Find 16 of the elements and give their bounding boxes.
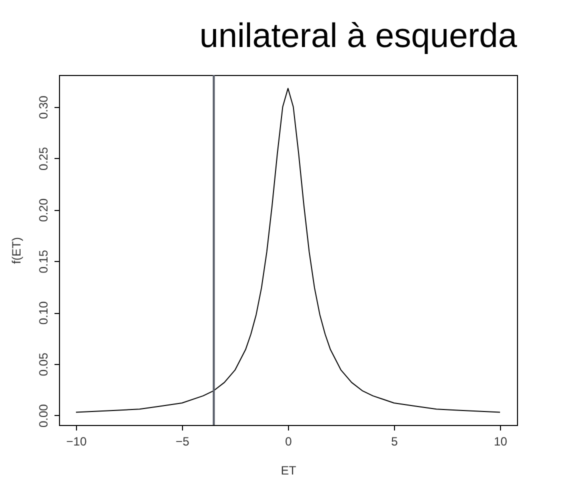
y-tick-label: 0.10: [36, 301, 50, 325]
y-axis-title: f(ET): [10, 237, 24, 264]
y-tick-label: 0.20: [36, 198, 50, 222]
x-tick-label: 0: [285, 434, 292, 448]
line-series: [75, 88, 501, 413]
y-tick-label: 0.05: [36, 352, 50, 376]
x-tick-label: 5: [391, 434, 398, 448]
y-tick-label: 0.25: [36, 146, 50, 170]
x-tick-label: −10: [66, 434, 87, 448]
x-tick-label: 10: [494, 434, 508, 448]
x-tick-label: −5: [176, 434, 190, 448]
x-axis-title: ET: [280, 464, 297, 478]
y-tick-label: 0.00: [36, 404, 50, 428]
chart-title: unilateral à esquerda: [199, 17, 518, 55]
y-tick-label: 0.30: [36, 95, 50, 120]
y-tick-label: 0.15: [36, 250, 50, 274]
